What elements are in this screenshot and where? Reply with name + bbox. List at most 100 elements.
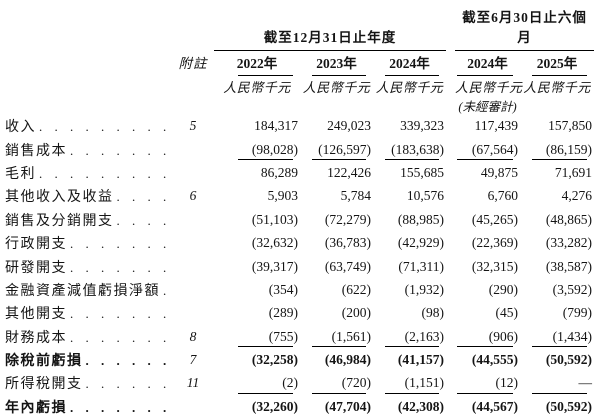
value-cell: (200) [341,305,371,321]
value-cell: (42,929) [397,235,445,251]
dot-leader: . . . . . . . . . . . . . . . . . . . . … [70,142,172,158]
dot-leader: . . . . . . . . . . . . . . . . . . . . … [70,236,172,252]
note-ref [172,302,214,325]
value-cell: 339,323 [400,118,445,134]
table-row-revenue: 收入. . . . . . . . . . . . . . . . . . . … [5,115,594,138]
row-label: 行政開支 [5,237,67,253]
dot-leader: . . . . . . . . . . . . . . . . . . . . … [163,282,172,298]
note-column-header: 附註 [178,55,208,71]
value-cell: (86,159) [520,138,594,161]
year-header-interim-2025: 2025年 [520,51,594,75]
dot-leader: . . . . . . . . . . . . . . . . . . . . … [116,212,173,228]
currency-unit-label: 人民幣千元 [302,79,371,95]
note-ref: 11 [186,375,200,391]
table-row-loss-before-tax: 除稅前虧損. . . . . . . . . . . . . . . . . .… [5,348,594,371]
dot-leader: . . . . . . . . . . . . . . . . . . . . … [116,189,173,205]
note-ref [172,278,214,301]
value-cell: (38,587) [545,258,593,274]
value-cell: (41,157) [397,352,445,368]
note-ref [172,255,214,278]
value-cell: (42,308) [373,395,446,414]
value-cell: (44,567) [455,395,520,414]
table-row-other-income: 其他收入及收益. . . . . . . . . . . . . . . . .… [5,185,594,208]
value-cell: 6,760 [487,188,519,204]
value-cell: 117,439 [474,118,519,134]
value-cell: (32,632) [251,235,298,251]
value-cell: (32,258) [251,352,298,368]
value-cell: (354) [268,281,298,297]
value-cell: (1,151) [373,372,446,395]
note-ref: 7 [189,352,197,368]
value-cell: (32,260) [214,395,300,414]
row-label: 年內虧損 [5,400,67,414]
value-cell: (47,704) [300,395,373,414]
value-cell: (50,592) [520,395,594,414]
row-label: 金融資產減值虧損淨額 [5,283,160,299]
dot-leader: . . . . . . . . . . . . . . . . . . . . … [70,259,172,275]
note-ref [172,161,214,184]
value-cell: 155,685 [400,164,445,180]
note-ref [172,231,214,254]
year-header-2022: 2022年 [214,51,300,75]
row-label: 研發開支 [5,260,67,276]
value-cell: (622) [341,281,371,297]
table-row-selling-expenses: 銷售及分銷開支. . . . . . . . . . . . . . . . .… [5,208,594,231]
row-label: 銷售及分銷開支 [5,213,114,229]
table-row-finance-costs: 財務成本. . . . . . . . . . . . . . . . . . … [5,325,594,348]
row-label: 除稅前虧損 [5,354,83,370]
dot-leader: . . . . . . . . . . . . . . . . . . . . … [70,329,172,345]
dot-leader: . . . . . . . . . . . . . . . . . . . . … [85,376,173,392]
row-label: 收入 [5,120,36,136]
note-ref [172,395,214,414]
value-cell: (98,028) [214,138,300,161]
value-cell: (36,783) [324,235,371,251]
row-label: 其他收入及收益 [5,190,114,206]
table-row-other-expenses: 其他開支. . . . . . . . . . . . . . . . . . … [5,302,594,325]
year-header-2024: 2024年 [373,51,446,75]
period-group-interim: 截至6月30日止六個月 [455,6,595,51]
value-cell: (799) [562,305,593,321]
year-header-row: 附註 2022年 2023年 2024年 2024年 2025年 [5,51,594,75]
value-cell: 5,903 [267,188,298,204]
value-cell: (32,315) [471,258,519,274]
value-cell: (126,597) [300,138,373,161]
value-cell: (51,103) [251,211,298,227]
note-ref: 6 [189,188,197,204]
value-cell: (289) [268,305,298,321]
value-cell: (45) [495,305,519,321]
value-cell: (50,592) [545,352,593,368]
table-row-admin-expenses: 行政開支. . . . . . . . . . . . . . . . . . … [5,231,594,254]
dot-leader: . . . . . . . . . . . . . . . . . . . . … [70,399,172,414]
value-cell: (63,749) [324,258,371,274]
table-row-loss-for-year: 年內虧損. . . . . . . . . . . . . . . . . . … [5,395,594,414]
period-group-annual: 截至12月31日止年度 [214,6,447,51]
value-cell: (45,265) [471,211,519,227]
value-cell: (46,984) [324,352,371,368]
year-header-2023: 2023年 [300,51,373,75]
year-header-interim-2024: 2024年 [455,51,520,75]
value-cell: (2) [214,372,300,395]
unaudited-note: (未經審計) [458,99,517,114]
value-cell: (720) [300,372,373,395]
value-cell: (44,555) [471,352,519,368]
table-row-gross-profit: 毛利. . . . . . . . . . . . . . . . . . . … [5,161,594,184]
dot-leader: . . . . . . . . . . . . . . . . . . . . … [39,119,172,135]
row-label: 毛利 [5,166,36,182]
value-cell: (1,561) [300,325,373,348]
table-row-cost-of-sales: 銷售成本. . . . . . . . . . . . . . . . . . … [5,138,594,161]
value-cell: 122,426 [327,164,371,180]
row-label: 銷售成本 [5,143,67,159]
value-cell: (755) [214,325,300,348]
value-cell: (290) [488,281,519,297]
note-ref: 8 [189,328,197,344]
period-group-row: 截至12月31日止年度 截至6月30日止六個月 [5,6,595,51]
note-ref [172,138,214,161]
table-row-rd-expenses: 研發開支. . . . . . . . . . . . . . . . . . … [5,255,594,278]
value-cell: (2,163) [373,325,446,348]
currency-unit-label: 人民幣千元 [375,79,444,95]
value-cell: (1,932) [404,281,445,297]
value-cell: 184,317 [254,118,298,134]
value-cell: (39,317) [251,258,298,274]
currency-unit-label: 人民幣千元 [223,79,291,95]
value-cell: 49,875 [480,164,519,180]
